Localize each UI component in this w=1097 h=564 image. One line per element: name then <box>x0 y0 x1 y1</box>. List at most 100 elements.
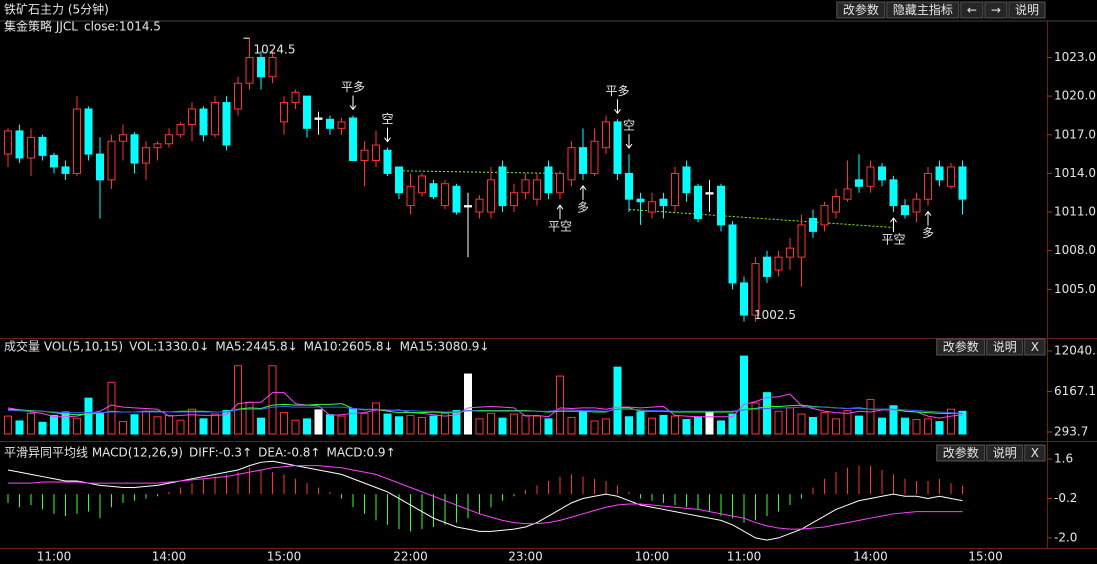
x-tick-label: 14:00 <box>152 550 187 564</box>
volume-bar <box>889 405 898 435</box>
candle-body <box>809 217 817 232</box>
button[interactable]: 改参数 <box>936 444 986 462</box>
button-frame[interactable] <box>960 1 984 19</box>
volume-bar <box>901 417 909 435</box>
candle-body <box>165 134 173 145</box>
volume-bar <box>659 414 668 435</box>
candle-body <box>418 175 426 194</box>
button-label[interactable]: → <box>991 3 1001 17</box>
button[interactable]: 说明 <box>1008 1 1046 19</box>
button-label[interactable]: 隐藏主指标 <box>893 2 953 17</box>
button[interactable]: X <box>1024 338 1046 356</box>
volume-bar <box>820 412 829 435</box>
candle-body <box>314 117 323 120</box>
volume-bar <box>521 414 530 435</box>
candle-body <box>464 205 472 208</box>
button-frame[interactable] <box>936 444 986 462</box>
button-frame[interactable] <box>984 1 1008 19</box>
volume-bar <box>636 411 645 435</box>
volume-bar <box>855 415 863 435</box>
button-frame[interactable] <box>986 338 1024 356</box>
candle-body <box>360 149 369 162</box>
volume-bar <box>935 421 944 435</box>
candle-body <box>671 172 679 207</box>
button-frame[interactable] <box>886 1 960 19</box>
signal-label: 平多 <box>341 80 365 94</box>
candle-body <box>625 172 633 200</box>
button[interactable]: ← <box>960 1 984 19</box>
candle-body <box>383 149 392 174</box>
candle-body <box>832 196 840 213</box>
volume-bar <box>510 413 518 435</box>
signal-arrow <box>384 127 391 143</box>
x-tick-label: 11:00 <box>727 550 762 564</box>
candle-body <box>717 185 725 226</box>
volume-bar <box>498 417 507 435</box>
volume-bar <box>544 418 553 435</box>
button[interactable]: 隐藏主指标 <box>886 1 960 19</box>
button-label[interactable]: X <box>1031 340 1039 354</box>
button-frame[interactable] <box>986 444 1024 462</box>
candle-body <box>211 102 219 136</box>
candle-body <box>774 256 783 271</box>
volume-bar <box>912 419 921 435</box>
candle-body <box>556 172 564 194</box>
volume-bar <box>843 410 852 435</box>
button-label[interactable]: 改参数 <box>943 339 979 354</box>
button-label[interactable]: 改参数 <box>843 2 879 17</box>
volume-bar <box>648 417 656 435</box>
button[interactable]: 说明 <box>986 338 1024 356</box>
button[interactable]: 改参数 <box>936 338 986 356</box>
candle-body <box>245 56 254 84</box>
button-frame[interactable] <box>1008 1 1046 19</box>
volume-bar <box>349 408 357 435</box>
button-frame[interactable] <box>936 338 986 356</box>
panel-title: 成交量 VOL(5,10,15) <box>4 339 123 354</box>
candle-body <box>912 198 921 213</box>
button-label[interactable]: 改参数 <box>943 445 979 460</box>
volume-bar <box>487 412 495 435</box>
volume-bar <box>418 416 426 435</box>
button[interactable]: 改参数 <box>836 1 886 19</box>
candle-body <box>15 130 24 159</box>
button[interactable]: X <box>1024 444 1046 462</box>
volume-bar <box>475 418 484 435</box>
candle-body <box>763 256 771 277</box>
button-label[interactable]: 说明 <box>1015 2 1039 17</box>
candle-body <box>590 140 599 174</box>
candle-body <box>487 179 495 213</box>
x-tick-label: 14:00 <box>853 550 888 564</box>
volume-bar <box>153 416 162 435</box>
candle-body <box>648 201 656 213</box>
volume-bar <box>682 419 691 435</box>
button-label[interactable]: X <box>1031 446 1039 460</box>
button[interactable]: 说明 <box>986 444 1024 462</box>
macd-line <box>7 460 963 541</box>
candle-body <box>372 144 380 162</box>
candle-body <box>521 179 530 194</box>
candle-body <box>958 166 967 200</box>
candle-body <box>107 140 116 181</box>
candle-body <box>406 185 415 207</box>
button-label[interactable]: 说明 <box>993 445 1017 460</box>
signal-label: 平空 <box>548 220 572 234</box>
macd-line <box>8 465 963 530</box>
candle-body <box>4 130 12 155</box>
signal-arrow <box>349 95 357 111</box>
button-label[interactable]: 说明 <box>993 339 1017 354</box>
button-label[interactable]: ← <box>967 3 977 17</box>
volume-bar <box>15 420 24 435</box>
y-tick-label: 1023.0 <box>1054 50 1096 64</box>
button[interactable]: → <box>984 1 1008 19</box>
button-frame[interactable] <box>1024 444 1046 462</box>
volume-bar <box>832 418 840 435</box>
candle-body <box>50 154 58 168</box>
candle-body <box>38 136 47 156</box>
button-frame[interactable] <box>1024 338 1046 356</box>
volume-bar <box>625 416 633 435</box>
volume-bar <box>786 407 794 435</box>
candle-body <box>682 166 691 194</box>
y-tick-label: 293.7 <box>1054 425 1088 439</box>
candle-body <box>61 166 70 174</box>
button-frame[interactable] <box>836 1 886 19</box>
